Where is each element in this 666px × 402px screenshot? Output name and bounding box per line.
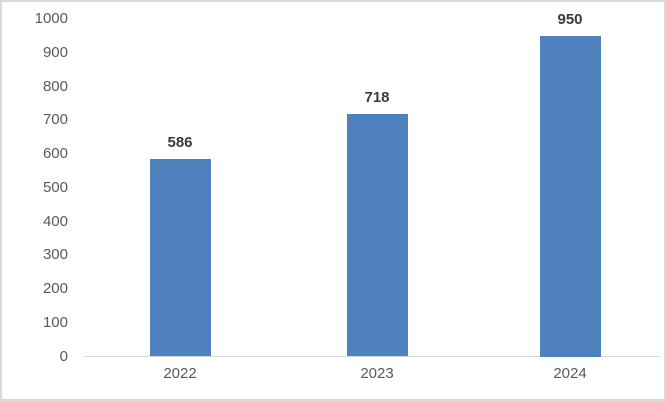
x-axis-line — [84, 356, 660, 357]
y-tick-label: 900 — [42, 43, 68, 61]
y-tick-label: 600 — [42, 145, 68, 162]
bar-value-label: 950 — [557, 10, 583, 28]
y-tick-label: 200 — [42, 280, 68, 297]
y-tick-label: 500 — [42, 178, 68, 196]
bar — [346, 114, 408, 357]
bar — [539, 35, 601, 357]
y-tick-label: 800 — [42, 77, 68, 95]
bar — [149, 158, 211, 357]
x-category-label: 2022 — [163, 365, 197, 382]
y-tick-label: 700 — [42, 111, 68, 129]
y-tick-label: 0 — [59, 347, 68, 365]
bar-value-label: 586 — [167, 133, 193, 151]
x-category-label: 2023 — [360, 365, 394, 382]
bar-value-label: 718 — [364, 89, 390, 107]
y-tick-label: 300 — [42, 246, 68, 264]
y-tick-label: 100 — [42, 313, 68, 331]
x-category-label: 2024 — [553, 365, 587, 382]
y-tick-label: 1000 — [34, 10, 68, 27]
y-tick-label: 400 — [42, 212, 68, 230]
